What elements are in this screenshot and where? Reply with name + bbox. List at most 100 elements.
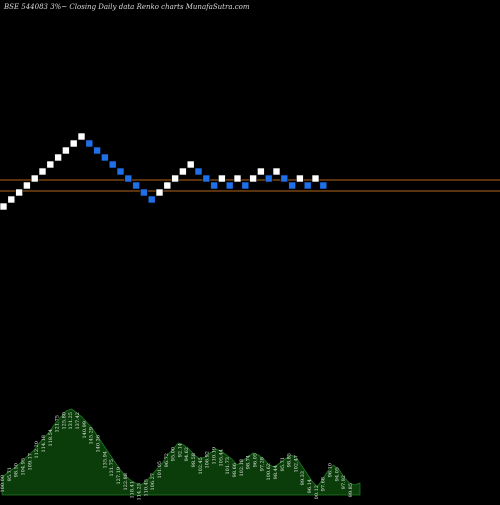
renko-brick-down: [288, 181, 296, 190]
volume-label: 101.73: [225, 457, 231, 475]
renko-brick-down: [319, 181, 328, 190]
renko-brick-down: [202, 174, 211, 183]
volume-label: 114.18: [41, 435, 47, 453]
volume-label: 110.19: [212, 447, 218, 465]
volume-label: 105.44: [218, 449, 224, 467]
renko-brick-up: [233, 174, 242, 183]
volume-label: 98.44: [273, 465, 279, 479]
volume-label: 102.18: [239, 459, 245, 477]
renko-brick-up: [171, 174, 179, 183]
renko-brick-down: [241, 181, 250, 190]
renko-brick-up: [54, 153, 62, 162]
renko-brick-down: [147, 195, 156, 204]
renko-brick-up: [69, 139, 78, 148]
volume-label: 98.85: [287, 453, 293, 467]
renko-brick-down: [140, 188, 148, 197]
renko-brick-down: [280, 174, 289, 183]
volume-label: 112.20: [34, 441, 40, 459]
volume-label: 135.94: [102, 451, 108, 469]
volume-label: 102.45: [198, 457, 204, 475]
renko-brick-up: [249, 174, 257, 183]
volume-label: 118.54: [48, 429, 54, 447]
renko-brick-down: [225, 181, 234, 190]
volume-label: 94.62: [184, 447, 190, 461]
renko-brick-down: [132, 181, 140, 190]
renko-brick-up: [38, 167, 47, 176]
volume-label: 95.71: [280, 457, 286, 471]
volume-panel: [1, 408, 361, 496]
volume-label: 95.00: [171, 447, 177, 461]
renko-brick-up: [77, 132, 86, 141]
renko-brick-down: [124, 174, 133, 183]
renko-brick-down: [108, 160, 117, 169]
volume-area: [1, 408, 361, 496]
chart-title: BSE 544083 3%~ Closing Daily data Renko …: [3, 3, 250, 11]
renko-bricks: [0, 132, 328, 211]
volume-label: 101.05: [157, 461, 163, 479]
volume-label: 114.25: [137, 483, 143, 500]
renko-brick-up: [7, 195, 16, 204]
volume-label: 140.36: [96, 435, 102, 453]
renko-brick-up: [311, 174, 320, 183]
volume-label: 121.75: [55, 415, 61, 433]
renko-brick-up: [23, 181, 31, 190]
renko-brick-up: [163, 181, 172, 190]
volume-label: 104.95: [21, 458, 27, 476]
volume-label: 98.74: [246, 455, 252, 469]
volume-label: 145.29: [89, 427, 95, 445]
volume-label: 118.41: [130, 481, 136, 499]
volume-label: 97.28: [259, 457, 265, 471]
volume-label: 94.05: [334, 467, 340, 481]
volume-label: 95.71: [7, 467, 13, 481]
renko-brick-down: [101, 153, 109, 162]
renko-brick-up: [272, 167, 281, 176]
volume-label: 98.66: [232, 463, 238, 477]
volume-label: 96.10: [328, 463, 334, 477]
volume-label: 140.99: [82, 421, 88, 439]
volume-label: 106.92: [205, 451, 211, 469]
volume-label: 125.80: [61, 412, 67, 430]
volume-label: 131.75: [109, 459, 115, 477]
volume-label: 109.17: [27, 453, 33, 471]
renko-brick-up: [15, 188, 23, 197]
renko-brick-up: [179, 167, 187, 176]
renko-brick-up: [30, 174, 39, 183]
volume-label: 137.42: [75, 412, 81, 430]
renko-brick-down: [93, 146, 101, 155]
renko-brick-down: [85, 139, 94, 148]
volume-label: 97.68: [321, 477, 327, 491]
volume-label: 96.72: [164, 453, 170, 467]
renko-brick-down: [116, 167, 125, 176]
renko-brick-up: [296, 174, 304, 183]
renko-brick-down: [210, 181, 218, 190]
volume-label: 99.33: [300, 471, 306, 485]
volume-label: 96.14: [307, 479, 313, 493]
renko-brick-up: [0, 202, 8, 211]
volume-label: 96.05: [253, 453, 259, 467]
volume-label: 98.50: [14, 463, 20, 477]
renko-brick-up: [155, 188, 164, 197]
renko-brick-down: [194, 167, 203, 176]
renko-brick-up: [46, 160, 55, 169]
volume-label: 106.27: [150, 473, 156, 491]
volume-label: 110.45: [143, 479, 149, 497]
volume-label: 100.00: [0, 475, 6, 493]
renko-brick-down: [303, 181, 312, 190]
volume-label: 102.47: [293, 455, 299, 473]
renko-brick-up: [257, 167, 265, 176]
volume-label: 98.58: [191, 453, 197, 467]
volume-label: 100.12: [314, 485, 320, 500]
volume-label: 127.19: [116, 467, 122, 485]
volume-label: 122.88: [123, 473, 129, 491]
renko-brick-up: [218, 174, 226, 183]
renko-brick-down: [264, 174, 273, 183]
volume-label: 131.25: [68, 412, 74, 430]
volume-label: 92.14: [177, 443, 183, 457]
renko-brick-up: [62, 146, 70, 155]
volume-label: 97.92: [341, 475, 347, 489]
volume-label: 100.62: [266, 463, 272, 481]
volume-label: 99.85: [348, 483, 354, 497]
